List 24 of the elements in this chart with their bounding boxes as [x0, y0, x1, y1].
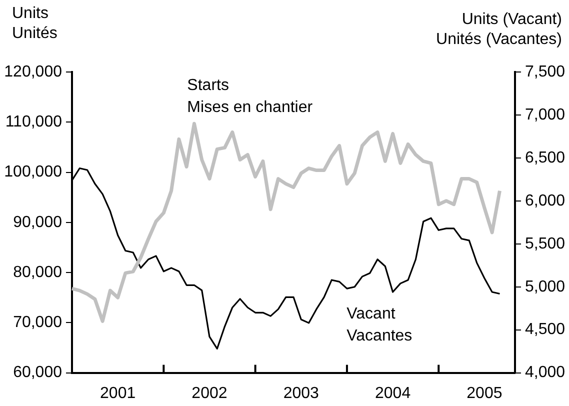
y2-tick-label: 6,500	[525, 149, 566, 166]
y2-tick-label: 4,000	[525, 364, 566, 382]
y-tick-label: 100,000	[4, 164, 62, 181]
y-tick-label: 60,000	[13, 364, 62, 382]
y2-axis-title: Units (Vacant) Unités (Vacantes)	[436, 11, 562, 48]
y-tick-label: 110,000	[5, 114, 62, 131]
y2-tick-label: 5,000	[525, 278, 566, 296]
x-tick-label: 2005	[466, 384, 502, 402]
y-tick-label: 80,000	[13, 264, 62, 281]
series-label: Vacant Vacantes	[346, 306, 412, 345]
y2-tick-label: 4,500	[525, 321, 566, 338]
y2-tick-label: 7,000	[525, 106, 566, 124]
x-tick-label: 2001	[100, 384, 136, 402]
y2-tick-label: 7,500	[525, 63, 566, 80]
x-tick-label: 2003	[283, 384, 320, 402]
y-axis-title: Units Unités	[12, 5, 58, 42]
y2-tick-label: 6,000	[525, 192, 566, 210]
y-tick-label: 70,000	[13, 314, 62, 332]
y2-tick-label: 5,500	[525, 235, 566, 252]
y-tick-label: 120,000	[4, 63, 62, 80]
x-tick-label: 2002	[192, 384, 228, 402]
series-label: Starts Mises en chantier	[187, 77, 314, 116]
x-tick-label: 2004	[374, 384, 411, 402]
y-tick-label: 90,000	[13, 214, 62, 231]
